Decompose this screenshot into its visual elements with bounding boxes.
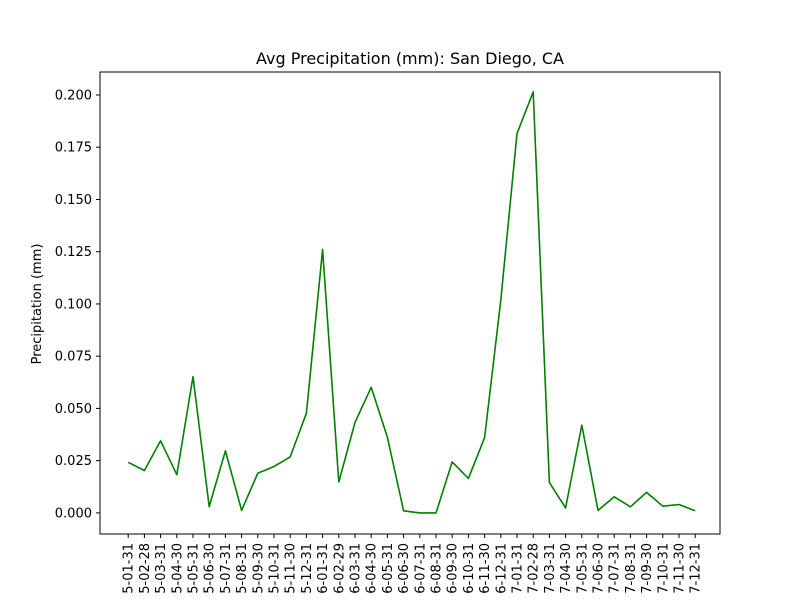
x-tick-label: 7-07-31 bbox=[608, 543, 623, 594]
x-tick-label: 7-11-30 bbox=[673, 543, 688, 594]
x-tick-label: 7-10-31 bbox=[656, 543, 671, 594]
x-tick-label: 6-06-30 bbox=[397, 543, 412, 594]
x-tick-label: 5-10-31 bbox=[268, 543, 283, 594]
x-tick-label: 5-02-28 bbox=[138, 543, 153, 594]
x-tick-label: 5-06-30 bbox=[203, 543, 218, 594]
y-tick-label: 0.000 bbox=[55, 506, 92, 521]
x-tick-label: 5-12-31 bbox=[300, 543, 315, 594]
x-tick-label: 6-10-31 bbox=[462, 543, 477, 594]
x-tick-label: 7-09-30 bbox=[640, 543, 655, 594]
y-tick-label: 0.150 bbox=[55, 193, 92, 208]
x-tick-label: 6-02-29 bbox=[332, 543, 347, 594]
x-axis-ticks: 5-01-31 5-02-28 5-03-31 5-04-30 5-05-31 5-06-… bbox=[122, 534, 704, 594]
x-tick-label: 6-01-31 bbox=[316, 543, 331, 594]
x-tick-label: 6-07-31 bbox=[413, 543, 428, 594]
y-tick-label: 0.200 bbox=[55, 88, 92, 103]
x-tick-label: 5-01-31 bbox=[122, 543, 137, 594]
y-tick-label: 0.100 bbox=[55, 297, 92, 312]
y-axis-label: Precipitation (mm) bbox=[30, 244, 45, 365]
x-tick-label: 6-03-31 bbox=[349, 543, 364, 594]
x-tick-label: 7-04-30 bbox=[559, 543, 574, 594]
x-tick-label: 5-04-30 bbox=[170, 543, 185, 594]
x-tick-label: 5-03-31 bbox=[154, 543, 169, 594]
x-tick-label: 6-04-30 bbox=[365, 543, 380, 594]
x-tick-label: 5-07-31 bbox=[219, 543, 234, 594]
y-tick-label: 0.075 bbox=[55, 350, 92, 365]
x-tick-label: 5-09-30 bbox=[251, 543, 266, 594]
x-tick-label: 6-12-31 bbox=[494, 543, 509, 594]
plot-area-frame bbox=[99, 71, 721, 535]
x-tick-label: 6-09-30 bbox=[446, 543, 461, 594]
y-tick-label: 0.050 bbox=[55, 402, 92, 417]
x-tick-label: 7-02-28 bbox=[527, 543, 542, 594]
x-tick-label: 6-05-31 bbox=[381, 543, 396, 594]
y-tick-label: 0.175 bbox=[55, 141, 92, 156]
chart-title: Avg Precipitation (mm): San Diego, CA bbox=[256, 49, 564, 68]
x-tick-label: 7-12-31 bbox=[689, 543, 704, 594]
x-tick-label: 6-08-31 bbox=[430, 543, 445, 594]
y-axis-ticks: 0.000 0.025 0.050 0.075 0.100 0.125 0.150 0.175… bbox=[55, 88, 100, 521]
x-tick-label: 5-08-31 bbox=[235, 543, 250, 594]
x-tick-label: 5-11-30 bbox=[284, 543, 299, 594]
x-tick-label: 7-06-30 bbox=[592, 543, 607, 594]
x-tick-label: 7-03-31 bbox=[543, 543, 558, 594]
y-tick-label: 0.125 bbox=[55, 245, 92, 260]
precipitation-series-line bbox=[127, 91, 696, 514]
x-tick-label: 7-08-31 bbox=[624, 543, 639, 594]
y-tick-label: 0.025 bbox=[55, 454, 92, 469]
x-tick-label: 5-05-31 bbox=[187, 543, 202, 594]
x-tick-label: 6-11-30 bbox=[478, 543, 493, 594]
x-tick-label: 7-01-31 bbox=[511, 543, 526, 594]
x-tick-label: 7-05-31 bbox=[575, 543, 590, 594]
